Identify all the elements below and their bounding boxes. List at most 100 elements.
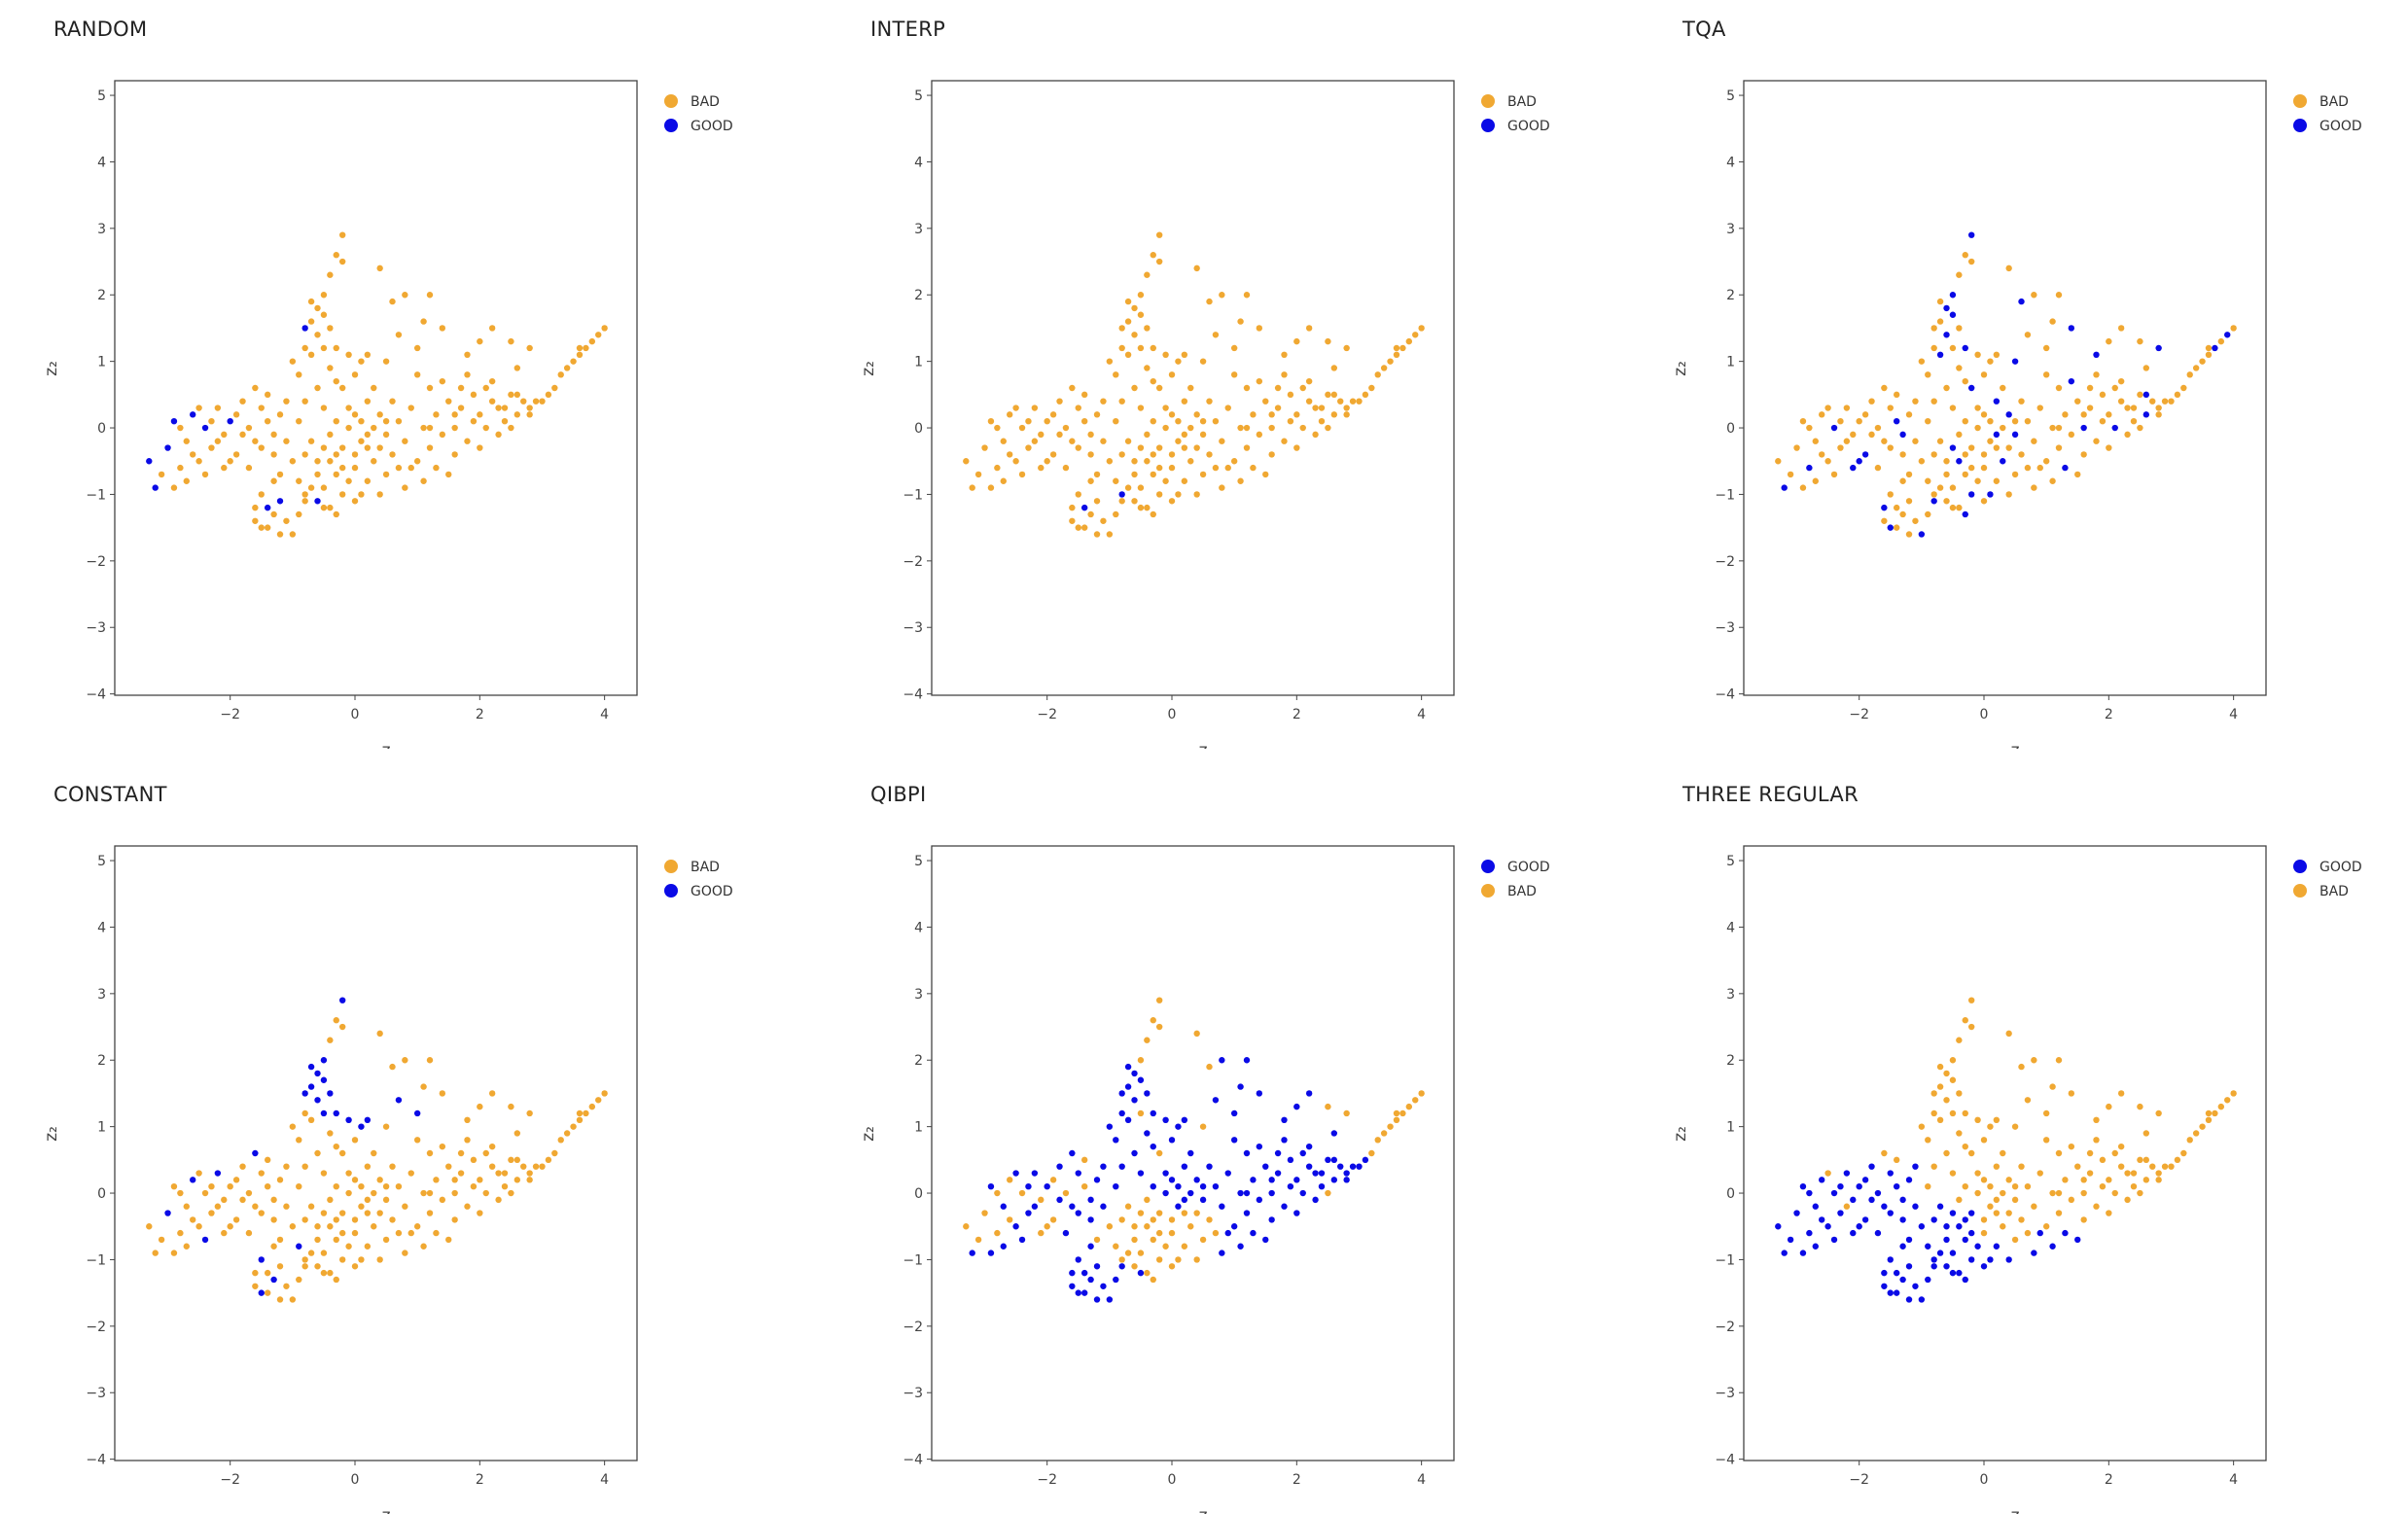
point-bad	[1168, 1229, 1176, 1237]
point-good	[1262, 1236, 1269, 1244]
y-tick-label: 0	[97, 421, 106, 437]
point-bad	[1850, 431, 1857, 439]
point-good	[1175, 1182, 1182, 1190]
legend-label[interactable]: GOOD	[1507, 119, 1550, 134]
point-bad	[320, 405, 328, 411]
point-good	[1936, 1203, 1944, 1210]
point-bad	[1956, 271, 1963, 278]
legend-label[interactable]: GOOD	[691, 884, 733, 899]
point-bad	[364, 1210, 372, 1216]
point-bad	[2142, 1156, 2150, 1164]
point-bad	[2068, 1196, 2075, 1204]
point-bad	[170, 484, 178, 491]
legend-marker-good[interactable]	[2293, 119, 2307, 132]
point-bad	[2055, 1189, 2063, 1197]
y-axis-label: z₂	[859, 1126, 878, 1142]
legend-label[interactable]: GOOD	[2319, 860, 2362, 875]
legend-label[interactable]: GOOD	[691, 119, 733, 134]
point-bad	[2031, 292, 2037, 299]
point-bad	[595, 332, 602, 338]
point-good	[1031, 1170, 1039, 1177]
legend-label[interactable]: BAD	[691, 94, 720, 110]
point-bad	[1175, 417, 1182, 425]
legend-label[interactable]: BAD	[2319, 884, 2349, 899]
point-bad	[2230, 325, 2237, 332]
y-tick-label: −1	[1715, 1252, 1735, 1268]
point-bad	[2099, 391, 2107, 399]
point-good	[1087, 1276, 1094, 1284]
point-good	[345, 1116, 352, 1124]
point-good	[1118, 1109, 1125, 1117]
point-bad	[338, 231, 346, 238]
legend-label[interactable]: BAD	[2319, 94, 2349, 110]
point-good	[2142, 391, 2150, 399]
point-bad	[551, 1149, 558, 1157]
legend-label[interactable]: BAD	[1507, 884, 1537, 899]
point-bad	[376, 264, 383, 272]
point-bad	[258, 444, 265, 451]
point-bad	[464, 1137, 471, 1144]
point-bad	[301, 491, 308, 498]
legend-marker-bad[interactable]	[2293, 884, 2307, 898]
legend-label[interactable]: BAD	[1507, 94, 1537, 110]
point-bad	[2011, 417, 2019, 425]
legend-marker-good[interactable]	[1481, 860, 1495, 873]
legend-marker-good[interactable]	[1481, 119, 1495, 132]
point-bad	[252, 438, 259, 444]
point-bad	[1006, 411, 1013, 418]
point-bad	[1044, 417, 1050, 425]
y-tick-label: 3	[914, 222, 923, 237]
y-tick-label: 1	[914, 1120, 923, 1136]
legend-marker-bad[interactable]	[1481, 884, 1495, 898]
point-bad	[2174, 391, 2181, 399]
legend-marker-bad[interactable]	[2293, 94, 2307, 108]
point-bad	[296, 1137, 302, 1144]
legend-marker-good[interactable]	[664, 884, 678, 898]
point-bad	[245, 424, 253, 432]
point-bad	[2042, 371, 2050, 378]
point-bad	[1881, 517, 1888, 524]
legend-label[interactable]: GOOD	[2319, 119, 2362, 134]
point-bad	[1212, 1229, 1220, 1237]
point-bad	[1250, 464, 1257, 472]
point-bad	[358, 491, 365, 498]
point-good	[1918, 531, 1926, 538]
point-bad	[1887, 405, 1894, 411]
point-bad	[1299, 384, 1306, 392]
point-bad	[2093, 371, 2100, 378]
legend-label[interactable]: GOOD	[1507, 860, 1550, 875]
point-good	[1967, 491, 1975, 498]
point-bad	[296, 1182, 302, 1190]
legend-label[interactable]: BAD	[691, 860, 720, 875]
point-good	[164, 444, 171, 451]
point-bad	[2137, 1156, 2143, 1164]
point-bad	[1150, 511, 1156, 518]
y-axis-label: z₂	[1671, 1126, 1690, 1142]
point-bad	[1824, 405, 1831, 411]
legend-marker-good[interactable]	[2293, 860, 2307, 873]
point-bad	[2000, 1149, 2006, 1157]
y-tick-label: 2	[97, 288, 106, 303]
point-bad	[1925, 477, 1931, 484]
point-bad	[1000, 438, 1007, 444]
point-good	[1219, 1203, 1225, 1210]
point-good	[146, 458, 153, 465]
point-bad	[221, 1229, 228, 1237]
point-bad	[1943, 471, 1950, 478]
point-good	[1193, 1177, 1200, 1183]
point-bad	[1362, 391, 1369, 399]
legend-marker-bad[interactable]	[664, 860, 678, 873]
point-good	[1930, 498, 1937, 505]
legend-marker-bad[interactable]	[1481, 94, 1495, 108]
legend-marker-good[interactable]	[664, 119, 678, 132]
point-good	[1318, 1170, 1326, 1177]
y-tick-label: −4	[86, 1453, 106, 1468]
point-bad	[1905, 471, 1913, 478]
scatter-panel-constant: −2 0 2 4 −4 −3 −2 −1 0 1 2 3 4 5 z₁ z₂ BAD GOOD CONSTANT	[0, 765, 807, 1514]
y-tick-label: −3	[86, 1386, 106, 1401]
point-bad	[1000, 477, 1007, 484]
legend-marker-bad[interactable]	[664, 94, 678, 108]
point-good	[1993, 1243, 2001, 1250]
point-bad	[2199, 358, 2206, 365]
point-bad	[1168, 464, 1176, 472]
